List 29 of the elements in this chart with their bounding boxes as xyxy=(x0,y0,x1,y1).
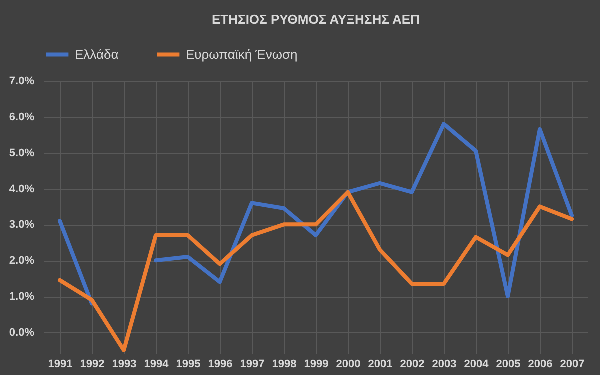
x-tick-label: 1998 xyxy=(272,358,297,370)
x-tick-label: 1993 xyxy=(112,358,137,370)
x-tick-label: 2003 xyxy=(432,358,457,370)
x-tick-label: 1994 xyxy=(144,358,170,370)
chart-title: ΕΤΗΣΙΟΣ ΡΥΘΜΟΣ ΑΥΞΗΣΗΣ ΑΕΠ xyxy=(212,12,420,27)
y-tick-label: 0.0% xyxy=(9,326,35,339)
x-tick-label: 1996 xyxy=(208,358,233,370)
y-tick-label: 7.0% xyxy=(9,76,35,88)
y-tick-label: 6.0% xyxy=(9,111,35,124)
x-tick-label: 2000 xyxy=(336,358,361,370)
y-tick-label: 2.0% xyxy=(9,255,35,268)
legend-label: Ελλάδα xyxy=(75,46,120,62)
x-tick-label: 2005 xyxy=(496,358,521,370)
y-tick-label: 5.0% xyxy=(9,147,35,160)
x-tick-label: 2006 xyxy=(528,358,553,370)
x-tick-label: 1997 xyxy=(240,358,265,370)
x-tick-label: 1995 xyxy=(176,358,201,370)
legend-label: Ευρωπαϊκή Ένωση xyxy=(186,46,298,62)
x-tick-label: 2004 xyxy=(464,358,490,370)
x-tick-label: 2001 xyxy=(368,358,393,370)
x-tick-label: 2002 xyxy=(400,358,425,370)
x-tick-label: 1992 xyxy=(80,358,105,370)
y-tick-label: 3.0% xyxy=(9,219,35,232)
x-tick-label: 2007 xyxy=(560,358,585,370)
line-series xyxy=(58,190,574,352)
y-tick-label: 4.0% xyxy=(9,183,35,196)
x-tick-label: 1991 xyxy=(48,358,73,370)
y-tick-label: 1.0% xyxy=(9,291,35,304)
x-tick-label: 1999 xyxy=(304,358,329,370)
